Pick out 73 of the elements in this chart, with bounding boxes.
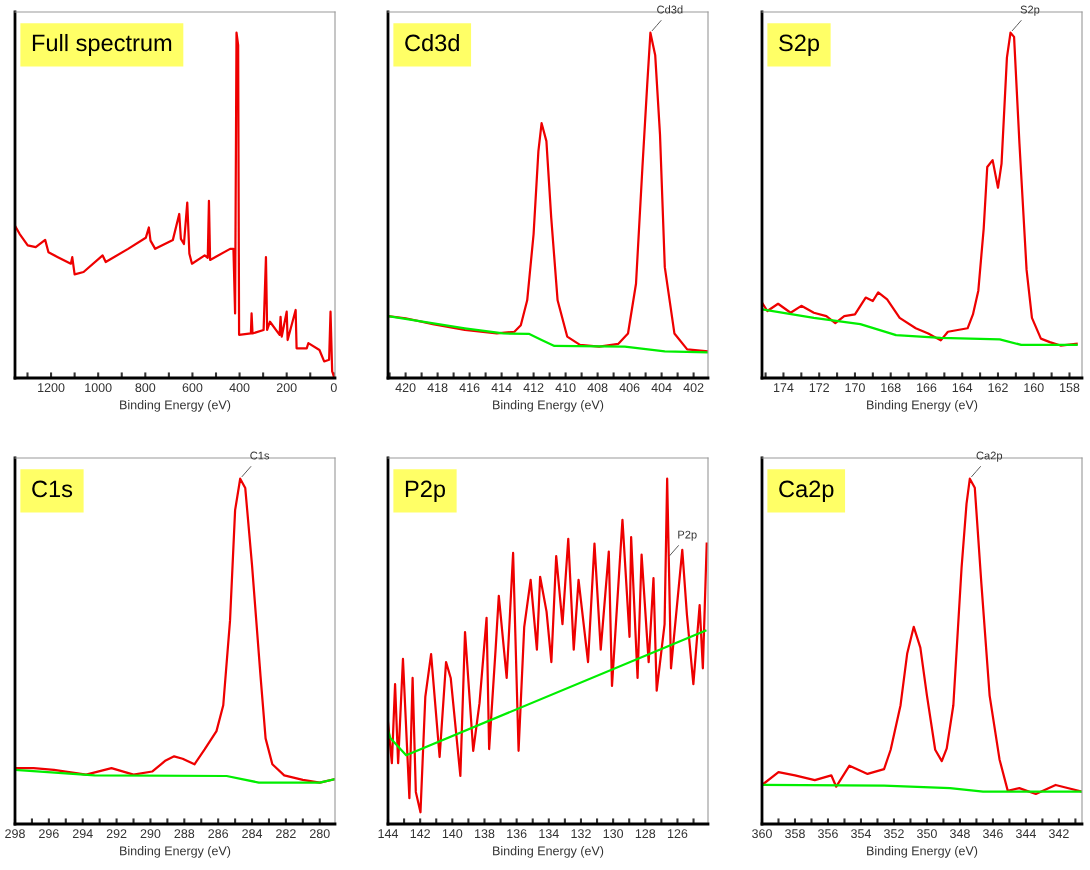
x-tick-label: 1200: [38, 383, 65, 393]
x-tick-label: 400: [229, 383, 250, 393]
annotation: C1s: [250, 451, 270, 460]
x-tick-label: 356: [818, 829, 838, 839]
x-tick-label: 420: [395, 383, 416, 393]
x-tick-label: 170: [845, 383, 865, 393]
x-tick-label: 128: [635, 829, 656, 839]
x-tick-label: 280: [309, 829, 330, 839]
x-tick-label: 172: [809, 383, 830, 392]
x-tick-label: 354: [851, 829, 872, 839]
x-axis-title: Binding Energy (eV): [493, 400, 604, 412]
x-tick-label: 352: [884, 829, 904, 839]
chart-title: Ca2p: [779, 480, 834, 502]
x-tick-label: 294: [72, 829, 93, 839]
x-tick-label: 174: [773, 383, 794, 392]
x-tick-label: 408: [587, 383, 608, 393]
x-axis-title: Binding Energy (eV): [867, 846, 978, 858]
x-tick-label: 134: [539, 829, 559, 839]
x-tick-label: 344: [1015, 829, 1036, 839]
x-tick-label: 200: [276, 383, 297, 393]
annotation: Cd3d: [657, 5, 683, 14]
x-tick-label: 162: [988, 383, 1008, 393]
annotation: P2p: [678, 530, 697, 541]
x-axis-title: Binding Energy (eV): [120, 846, 231, 858]
x-tick-label: 358: [785, 829, 805, 839]
x-tick-label: 286: [208, 829, 229, 839]
x-tick-label: 166: [917, 383, 937, 393]
x-tick-label: 414: [491, 383, 512, 392]
x-tick-label: 138: [475, 829, 495, 839]
x-tick-label: 160: [1024, 383, 1044, 393]
x-tick-label: 348: [949, 829, 970, 839]
x-tick-label: 296: [39, 829, 59, 839]
x-tick-label: 600: [182, 383, 203, 393]
chart-title: C1s: [32, 480, 73, 498]
chart-title: Full spectrum: [32, 33, 172, 56]
x-tick-label: 290: [140, 829, 161, 839]
chart-title: S2p: [779, 34, 820, 56]
x-tick-label: 346: [982, 829, 1003, 839]
x-tick-label: 416: [459, 383, 480, 393]
x-tick-label: 168: [881, 383, 901, 393]
x-axis-title: Binding Energy (eV): [867, 400, 978, 412]
x-tick-label: 132: [571, 829, 591, 839]
chart-title: Cd3d: [405, 33, 459, 52]
x-tick-label: 142: [410, 829, 430, 838]
x-tick-label: 288: [174, 829, 195, 839]
x-tick-label: 406: [619, 383, 640, 393]
x-tick-label: 144: [378, 829, 399, 838]
x-tick-label: 126: [667, 829, 688, 839]
x-tick-label: 140: [442, 829, 463, 839]
x-tick-label: 158: [1060, 383, 1080, 393]
x-tick-label: 412: [523, 383, 544, 392]
x-tick-label: 130: [603, 829, 624, 839]
x-tick-label: 164: [952, 383, 973, 393]
x-tick-label: 0: [330, 383, 337, 393]
x-tick-label: 350: [917, 829, 937, 839]
x-tick-label: 282: [276, 829, 296, 839]
x-tick-label: 410: [555, 383, 576, 393]
x-tick-label: 404: [651, 383, 672, 393]
x-tick-label: 800: [135, 383, 156, 393]
x-tick-label: 136: [507, 829, 527, 839]
x-tick-label: 418: [427, 383, 448, 393]
x-tick-label: 342: [1048, 829, 1069, 839]
annotation: Ca2p: [976, 451, 1003, 462]
x-tick-label: 284: [242, 829, 263, 839]
chart-title: P2p: [405, 480, 446, 502]
x-axis-title: Binding Energy (eV): [493, 846, 604, 858]
x-tick-label: 402: [683, 383, 704, 393]
x-tick-label: 1000: [85, 383, 112, 393]
x-axis-title: Binding Energy (eV): [120, 400, 231, 412]
x-tick-label: 292: [106, 829, 127, 839]
x-tick-label: 360: [752, 829, 772, 839]
x-tick-label: 298: [5, 829, 25, 839]
annotation: S2p: [1020, 5, 1040, 16]
